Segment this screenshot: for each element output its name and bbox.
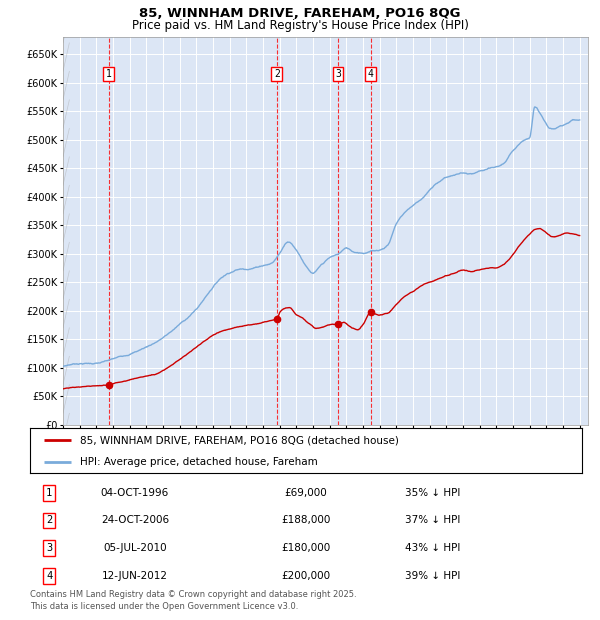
Text: 85, WINNHAM DRIVE, FAREHAM, PO16 8QG (detached house): 85, WINNHAM DRIVE, FAREHAM, PO16 8QG (de… xyxy=(80,435,398,446)
Text: £69,000: £69,000 xyxy=(284,488,328,498)
Text: Price paid vs. HM Land Registry's House Price Index (HPI): Price paid vs. HM Land Registry's House … xyxy=(131,19,469,32)
Text: HPI: Average price, detached house, Fareham: HPI: Average price, detached house, Fare… xyxy=(80,457,317,467)
Text: 24-OCT-2006: 24-OCT-2006 xyxy=(101,515,169,525)
Text: 37% ↓ HPI: 37% ↓ HPI xyxy=(405,515,461,525)
Text: 43% ↓ HPI: 43% ↓ HPI xyxy=(405,543,461,553)
Text: £180,000: £180,000 xyxy=(281,543,331,553)
Text: Contains HM Land Registry data © Crown copyright and database right 2025.
This d: Contains HM Land Registry data © Crown c… xyxy=(30,590,356,611)
Text: 39% ↓ HPI: 39% ↓ HPI xyxy=(405,570,461,580)
Text: 1: 1 xyxy=(106,69,112,79)
Text: £200,000: £200,000 xyxy=(281,570,331,580)
Text: 2: 2 xyxy=(46,515,52,525)
Text: 1: 1 xyxy=(46,488,52,498)
Text: 05-JUL-2010: 05-JUL-2010 xyxy=(103,543,167,553)
Text: 2: 2 xyxy=(274,69,280,79)
Text: £188,000: £188,000 xyxy=(281,515,331,525)
Text: 85, WINNHAM DRIVE, FAREHAM, PO16 8QG: 85, WINNHAM DRIVE, FAREHAM, PO16 8QG xyxy=(139,7,461,20)
Bar xyxy=(63,37,70,425)
Text: 35% ↓ HPI: 35% ↓ HPI xyxy=(405,488,461,498)
Text: 12-JUN-2012: 12-JUN-2012 xyxy=(102,570,168,580)
Text: 04-OCT-1996: 04-OCT-1996 xyxy=(101,488,169,498)
Text: 3: 3 xyxy=(335,69,341,79)
Text: 4: 4 xyxy=(368,69,373,79)
Text: 3: 3 xyxy=(46,543,52,553)
Text: 4: 4 xyxy=(46,570,52,580)
